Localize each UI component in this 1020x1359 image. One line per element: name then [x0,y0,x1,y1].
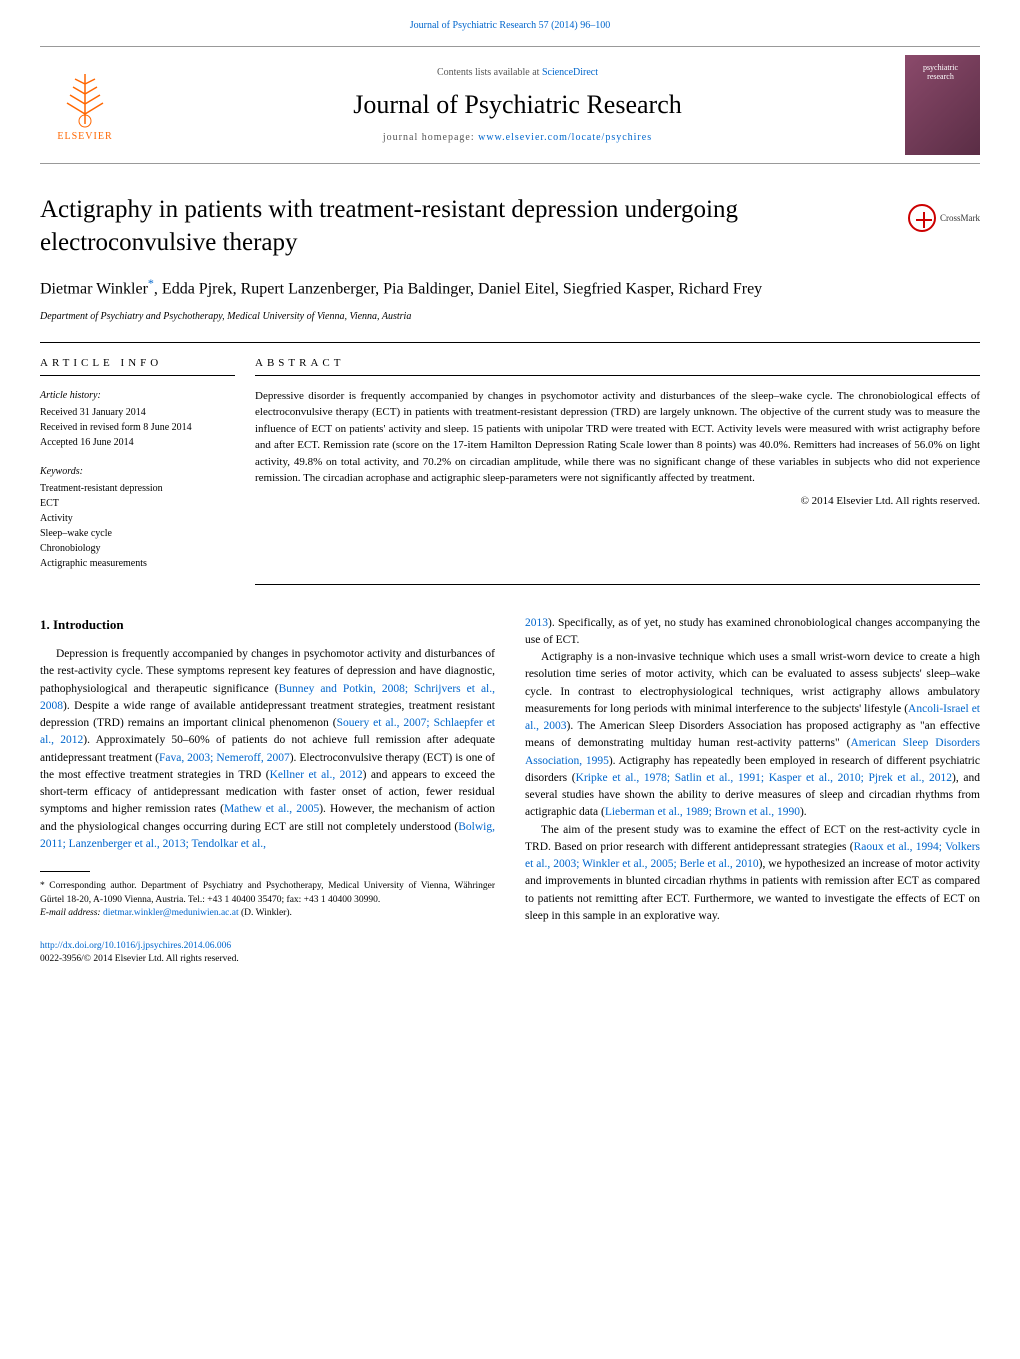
citation-link[interactable]: Fava, 2003; Nemeroff, 2007 [159,752,290,764]
crossmark-icon [908,204,936,232]
intro-paragraph-1-cont: 2013). Specifically, as of yet, no study… [525,615,980,650]
keyword: Sleep–wake cycle [40,526,235,541]
cover-text-1: psychiatric [923,63,962,72]
info-abstract-row: ARTICLE INFO Article history: Received 3… [40,342,980,585]
body-columns: 1. Introduction Depression is frequently… [40,615,980,967]
crossmark-label: CrossMark [940,213,980,223]
keyword: Chronobiology [40,541,235,556]
revised-date: Received in revised form 8 June 2014 [40,420,235,435]
journal-title: Journal of Psychiatric Research [130,90,905,120]
citation-link[interactable]: Kellner et al., 2012 [270,769,363,781]
doi-link[interactable]: http://dx.doi.org/10.1016/j.jpsychires.2… [40,940,495,953]
footer-meta: http://dx.doi.org/10.1016/j.jpsychires.2… [40,940,495,967]
journal-cover-thumb[interactable]: psychiatric research [905,55,980,155]
crossmark-badge[interactable]: CrossMark [908,204,980,232]
abstract-text: Depressive disorder is frequently accomp… [255,388,980,487]
corresponding-footnote: * Corresponding author. Department of Ps… [40,880,495,920]
keyword: Activity [40,511,235,526]
article-info-col: ARTICLE INFO Article history: Received 3… [40,357,255,585]
right-column: 2013). Specifically, as of yet, no study… [525,615,980,967]
intro-heading: 1. Introduction [40,615,495,635]
affiliation: Department of Psychiatry and Psychothera… [40,311,980,322]
citation-link[interactable]: 2013 [525,617,548,629]
corresponding-mark: * [148,276,154,290]
authors-line: Dietmar Winkler*, Edda Pjrek, Rupert Lan… [40,275,980,301]
homepage-prefix: journal homepage: [383,132,478,143]
accepted-date: Accepted 16 June 2014 [40,435,235,450]
corresponding-address: * Corresponding author. Department of Ps… [40,880,495,907]
journal-homepage-line: journal homepage: www.elsevier.com/locat… [130,132,905,143]
footnote-separator [40,871,90,872]
abstract-label: ABSTRACT [255,357,980,376]
elsevier-logo[interactable]: ELSEVIER [40,55,130,155]
abstract-copyright: © 2014 Elsevier Ltd. All rights reserved… [255,495,980,507]
journal-homepage-link[interactable]: www.elsevier.com/locate/psychires [478,132,652,143]
citation-link[interactable]: Kripke et al., 1978; Satlin et al., 1991… [576,772,952,784]
left-column: 1. Introduction Depression is frequently… [40,615,495,967]
contents-prefix: Contents lists available at [437,67,542,78]
issn-copyright: 0022-3956/© 2014 Elsevier Ltd. All right… [40,953,495,966]
sciencedirect-link[interactable]: ScienceDirect [542,67,598,78]
intro-paragraph-2: Actigraphy is a non-invasive technique w… [525,649,980,822]
abstract-col: ABSTRACT Depressive disorder is frequent… [255,357,980,585]
cover-text-2: research [927,72,958,81]
intro-paragraph-1: Depression is frequently accompanied by … [40,646,495,853]
email-label: E-mail address: [40,908,103,918]
title-row: Actigraphy in patients with treatment-re… [40,194,980,259]
journal-citation-link[interactable]: Journal of Psychiatric Research 57 (2014… [40,20,980,31]
header-center: Contents lists available at ScienceDirec… [130,67,905,143]
keywords-block: Keywords: Treatment-resistant depression… [40,464,235,571]
email-link[interactable]: dietmar.winkler@meduniwien.ac.at [103,908,239,918]
article-info-label: ARTICLE INFO [40,357,235,376]
history-heading: Article history: [40,388,235,403]
journal-header: ELSEVIER Contents lists available at Sci… [40,46,980,164]
intro-paragraph-3: The aim of the present study was to exam… [525,822,980,926]
article-title: Actigraphy in patients with treatment-re… [40,194,888,259]
email-suffix: (D. Winkler). [239,908,292,918]
contents-available: Contents lists available at ScienceDirec… [130,67,905,78]
history-block: Article history: Received 31 January 201… [40,388,235,450]
keyword: Actigraphic measurements [40,556,235,571]
keyword: Treatment-resistant depression [40,481,235,496]
keyword: ECT [40,496,235,511]
citation-link[interactable]: Mathew et al., 2005 [224,803,319,815]
citation-link[interactable]: Lieberman et al., 1989; Brown et al., 19… [605,806,800,818]
elsevier-tree-icon [55,69,115,129]
received-date: Received 31 January 2014 [40,405,235,420]
elsevier-label: ELSEVIER [57,131,112,142]
keywords-heading: Keywords: [40,464,235,479]
email-line: E-mail address: dietmar.winkler@meduniwi… [40,907,495,920]
